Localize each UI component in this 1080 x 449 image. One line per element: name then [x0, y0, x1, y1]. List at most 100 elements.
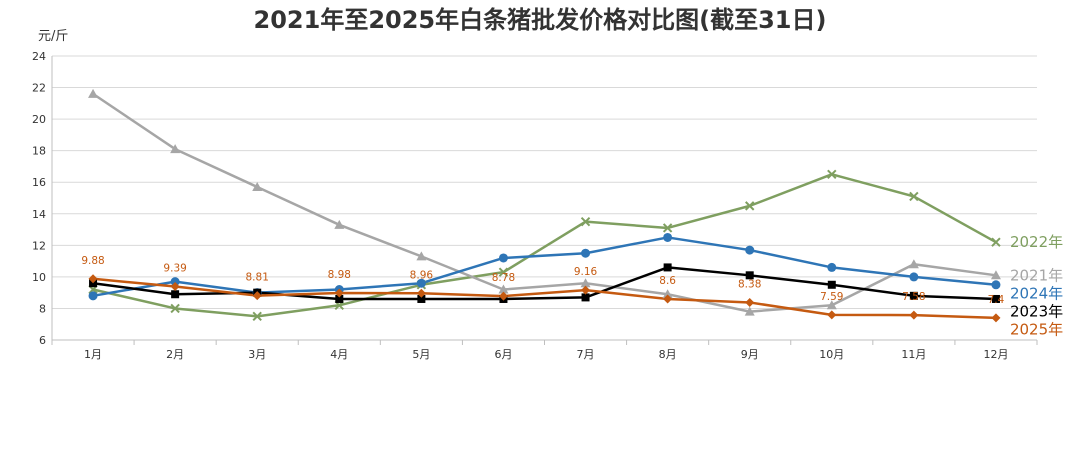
square-marker	[171, 290, 180, 299]
triangle-marker	[252, 181, 263, 191]
series-name-label: 2023年	[1010, 302, 1063, 320]
series-line	[92, 92, 997, 313]
y-tick-label: 18	[32, 145, 46, 158]
data-label: 7.4	[988, 294, 1005, 306]
marker-stroke	[745, 201, 755, 211]
triangle-marker	[416, 251, 427, 261]
circle-marker	[581, 248, 591, 258]
triangle-marker	[662, 289, 673, 299]
y-tick-label: 20	[32, 113, 46, 126]
triangle-marker	[744, 306, 755, 316]
series-name-label: 2024年	[1010, 284, 1063, 302]
marker-stroke	[827, 169, 837, 180]
marker-stroke	[498, 267, 509, 277]
square-marker	[663, 263, 672, 272]
marker-stroke	[580, 216, 591, 227]
triangle-marker	[88, 88, 99, 98]
diamond-marker	[252, 291, 262, 301]
data-label: 7.58	[902, 291, 925, 303]
square-marker	[417, 294, 426, 303]
series-name-label: 2025年	[1010, 320, 1063, 338]
y-axis-unit-label: 元/斤	[38, 29, 68, 44]
square-marker	[909, 291, 918, 300]
data-label: 8.98	[328, 269, 351, 281]
triangle-marker	[826, 300, 837, 310]
x-tick-label: 3月	[248, 348, 266, 361]
x-tick-label: 4月	[330, 348, 348, 361]
x-tick-label: 7月	[577, 348, 595, 361]
chart-title: 2021年至2025年白条猪批发价格对比图(截至31日)	[254, 6, 827, 34]
diamond-marker	[909, 310, 919, 320]
x-tick-label: 2月	[166, 348, 184, 361]
triangle-marker	[908, 259, 919, 269]
x-tick-label: 10月	[819, 348, 844, 361]
circle-marker	[498, 253, 508, 263]
x-tick-label: 12月	[983, 348, 1008, 361]
square-marker	[745, 271, 754, 280]
circle-marker	[991, 280, 1001, 290]
series-line	[92, 173, 997, 318]
triangle-marker	[990, 270, 1001, 280]
data-label: 9.88	[81, 255, 104, 267]
diamond-marker	[170, 282, 180, 292]
x-marker	[252, 311, 262, 322]
marker-stroke	[662, 223, 673, 233]
x-marker	[745, 201, 755, 211]
x-marker	[827, 169, 837, 180]
x-marker	[991, 237, 1001, 247]
y-tick-label: 8	[39, 302, 46, 315]
x-marker	[662, 223, 673, 233]
y-tick-label: 16	[32, 176, 46, 189]
series-lines	[92, 92, 997, 320]
data-label: 7.59	[820, 291, 843, 303]
y-tick-label: 10	[32, 271, 46, 284]
x-tick-label: 5月	[412, 348, 430, 361]
square-marker	[581, 293, 590, 302]
circle-marker	[745, 245, 755, 255]
y-tick-label: 12	[32, 239, 46, 252]
y-tick-label: 22	[32, 82, 46, 95]
series-name-label: 2021年	[1010, 266, 1063, 284]
diamond-marker	[88, 274, 98, 284]
circle-marker	[663, 232, 673, 242]
triangle-marker	[334, 219, 345, 229]
series-name-label: 2022年	[1010, 233, 1063, 251]
diamond-marker	[827, 310, 837, 320]
triangle-marker	[498, 284, 509, 294]
series-line	[92, 236, 997, 298]
diamond-marker	[498, 291, 508, 301]
data-labels: 9.88 9.39 8.81 8.98 8.96 8.78 9.16 8.6 8.38 7.59 7…	[81, 255, 1004, 306]
x-tick-label: 1月	[84, 348, 102, 361]
diamond-marker	[745, 297, 755, 307]
series-line	[92, 277, 997, 320]
marker-stroke	[991, 237, 1001, 247]
square-marker	[335, 294, 344, 303]
y-tick-label: 14	[32, 208, 46, 221]
x-tick-label: 11月	[901, 348, 926, 361]
marker-stroke	[252, 311, 262, 322]
data-label: 8.38	[738, 278, 761, 290]
axes	[51, 56, 1038, 345]
square-marker	[991, 294, 1000, 303]
x-marker	[909, 191, 919, 202]
marker-stroke	[170, 303, 180, 314]
data-label: 9.16	[574, 266, 598, 278]
diamond-marker	[334, 288, 344, 298]
circle-marker	[88, 291, 98, 301]
y-tick-labels: 6 8 10 12 14 16 18 20 22 24	[32, 50, 46, 347]
triangle-marker	[580, 278, 591, 288]
data-label: 8.78	[492, 272, 515, 284]
y-tick-label: 6	[39, 334, 46, 347]
circle-marker	[827, 262, 837, 272]
x-tick-label: 8月	[659, 348, 677, 361]
x-marker	[498, 267, 509, 277]
x-tick-label: 6月	[494, 348, 512, 361]
data-label: 9.39	[163, 263, 186, 275]
circle-marker	[909, 272, 919, 282]
triangle-marker	[170, 144, 181, 154]
diamond-marker	[416, 288, 426, 298]
circle-marker	[170, 277, 180, 287]
circle-marker	[416, 278, 426, 288]
